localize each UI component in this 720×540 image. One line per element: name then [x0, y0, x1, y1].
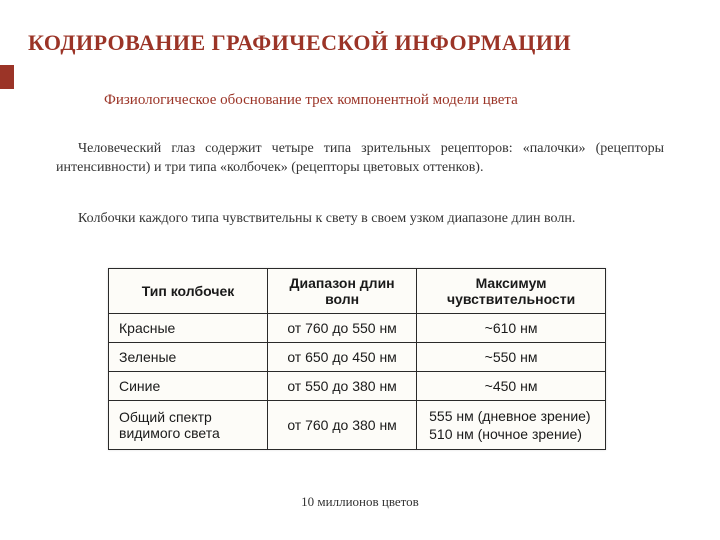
- table-row: Общий спектр видимого света от 760 до 38…: [109, 401, 606, 450]
- cell-type: Красные: [109, 314, 268, 343]
- cell-range: от 760 до 550 нм: [268, 314, 417, 343]
- page-title: КОДИРОВАНИЕ ГРАФИЧЕСКОЙ ИНФОРМАЦИИ: [28, 30, 571, 56]
- cell-max: ~610 нм: [417, 314, 606, 343]
- cell-type: Общий спектр видимого света: [109, 401, 268, 450]
- table-row: Зеленые от 650 до 450 нм ~550 нм: [109, 343, 606, 372]
- cell-max: ~450 нм: [417, 372, 606, 401]
- col-header-type: Тип колбочек: [109, 269, 268, 314]
- col-header-range: Диапазон длин волн: [268, 269, 417, 314]
- cone-table-inner: Тип колбочек Диапазон длин волн Максимум…: [108, 268, 606, 450]
- cell-type: Синие: [109, 372, 268, 401]
- table-header-row: Тип колбочек Диапазон длин волн Максимум…: [109, 269, 606, 314]
- cell-max: 555 нм (дневное зрение)510 нм (ночное зр…: [417, 401, 606, 450]
- cell-range: от 760 до 380 нм: [268, 401, 417, 450]
- cell-range: от 650 до 450 нм: [268, 343, 417, 372]
- cell-range: от 550 до 380 нм: [268, 372, 417, 401]
- subtitle: Физиологическое обоснование трех компоне…: [104, 92, 518, 109]
- cell-type: Зеленые: [109, 343, 268, 372]
- paragraph-1: Человеческий глаз содержит четыре типа з…: [56, 140, 664, 178]
- cone-table: Тип колбочек Диапазон длин волн Максимум…: [108, 268, 606, 450]
- caption: 10 миллионов цветов: [0, 494, 720, 510]
- table-row: Красные от 760 до 550 нм ~610 нм: [109, 314, 606, 343]
- cell-max: ~550 нм: [417, 343, 606, 372]
- accent-bar: [0, 65, 14, 89]
- table-row: Синие от 550 до 380 нм ~450 нм: [109, 372, 606, 401]
- col-header-max: Максимум чувствительности: [417, 269, 606, 314]
- paragraph-2: Колбочки каждого типа чувствительны к св…: [56, 210, 664, 229]
